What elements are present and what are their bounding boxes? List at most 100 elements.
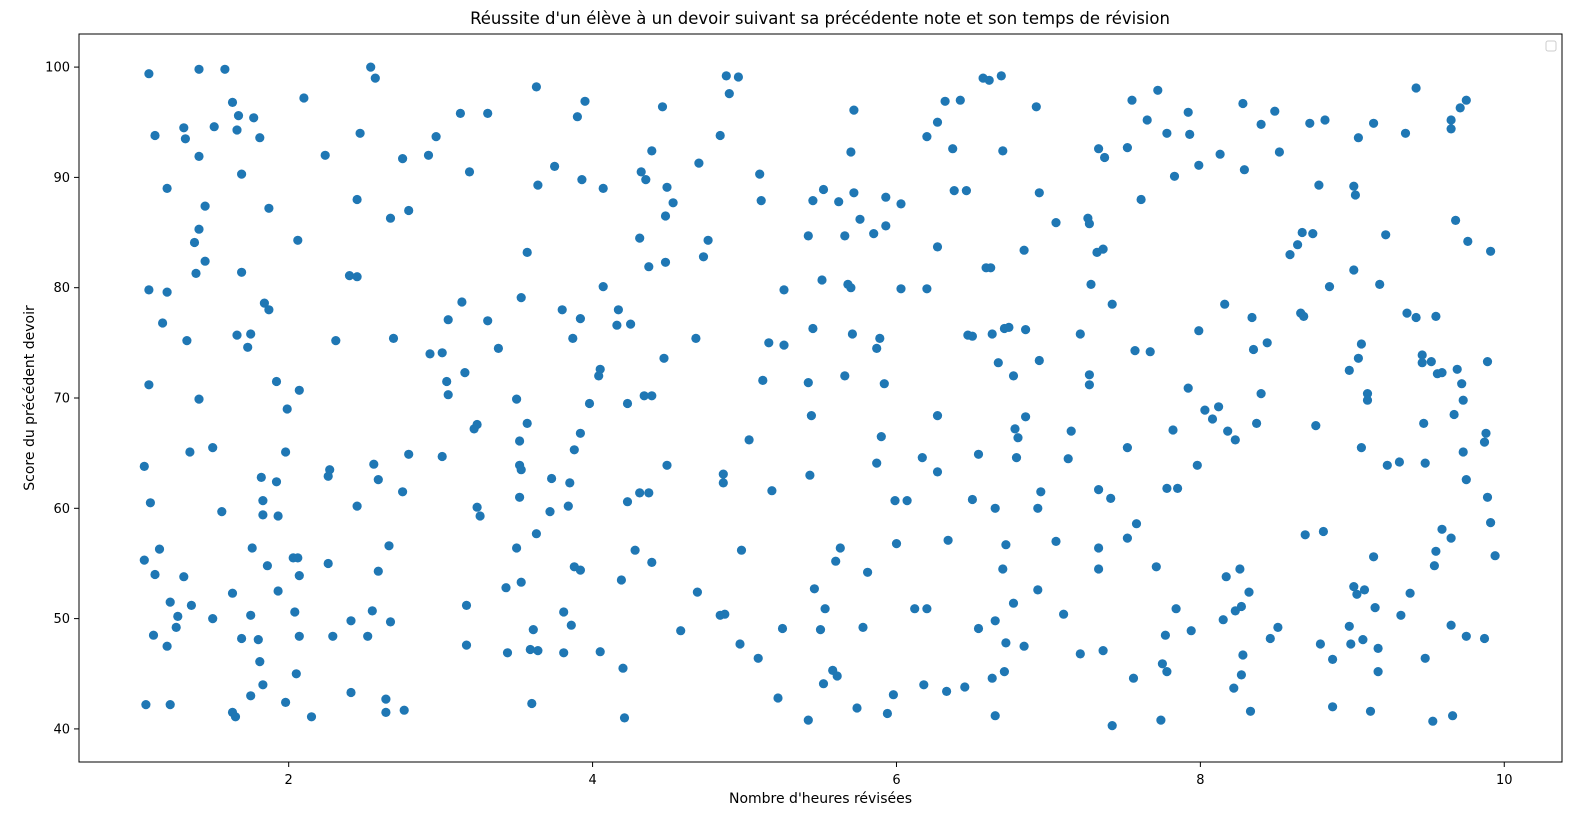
y-tick-label: 60 [53,502,70,517]
scatter-point [580,96,590,106]
scatter-point [1128,673,1139,683]
y-tick-label: 90 [53,171,70,186]
scatter-point [644,262,654,272]
scatter-point [352,194,362,205]
scatter-point [961,186,972,196]
scatter-point [917,453,927,463]
scatter-point [1349,582,1359,592]
scatter-point [483,316,493,326]
scatter-point [1008,598,1019,608]
scatter-point [1094,543,1104,553]
scatter-point [1236,601,1246,612]
scatter-point [863,567,873,577]
scatter-point [718,469,728,479]
scatter-point [398,487,408,497]
scatter-point [626,319,636,329]
scatter-point [232,330,242,340]
scatter-point [1402,308,1412,318]
scatter-point [528,625,538,635]
y-axis-ticks: 40 50 60 70 80 90 100 [45,61,79,737]
scatter-point [1318,526,1328,537]
scatter-point [1446,533,1456,543]
scatter-point [1013,433,1023,443]
scatter-point [1285,250,1295,260]
scatter-point [993,358,1003,368]
scatter-point [291,669,301,679]
scatter-point [882,708,893,719]
scatter-point [1145,347,1155,357]
scatter-point [264,203,274,213]
scatter-point [220,64,230,74]
scatter-point [659,353,669,363]
x-tick-label: 4 [588,773,596,788]
scatter-point [876,432,886,442]
scatter-point [493,343,503,353]
scatter-point [835,543,845,553]
scatter-point [1021,325,1031,335]
scatter-point [987,673,997,683]
scatter-point [1428,716,1438,726]
scatter-point [1107,299,1117,309]
scatter-point [1431,546,1441,556]
scatter-point [293,553,303,563]
scatter-point [1153,85,1163,95]
y-tick-label: 40 [53,722,70,737]
scatter-point [622,497,633,507]
scatter-point [525,644,535,655]
scatter-point [1200,405,1210,415]
x-tick-label: 2 [285,773,293,788]
scatter-point [948,144,958,154]
x-axis-ticks: 2 4 6 8 10 [285,762,1513,788]
scatter-point [1051,218,1061,228]
scatter-point [1300,530,1310,540]
chart-title: Réussite d'un élève à un devoir suivant … [470,9,1170,28]
scatter-point [1373,643,1383,654]
scatter-point [753,653,763,663]
scatter-point [973,623,984,634]
scatter-point [1449,409,1459,420]
scatter-point [1031,102,1041,112]
scatter-point [515,436,525,446]
scatter-point [1481,428,1491,438]
scatter-point [271,376,282,387]
scatter-point [1419,418,1429,428]
scatter-point [840,371,850,381]
scatter-point [545,507,555,517]
scatter-point [511,543,522,553]
scatter-point [984,75,994,85]
scatter-point [150,130,160,141]
scatter-point [443,390,453,400]
scatter-point [182,336,192,346]
scatter-point [820,604,830,614]
scatter-point [1446,115,1456,125]
scatter-point [1066,426,1076,436]
scatter-point [1122,533,1132,543]
scatter-point [1305,118,1315,128]
scatter-point [293,235,303,245]
scatter-point [373,566,383,576]
scatter-point [647,557,657,568]
scatter-point [616,575,627,585]
scatter-point [344,271,355,281]
scatter-point [1346,639,1356,649]
scatter-point [1075,649,1085,659]
scatter-point [575,314,586,324]
y-tick-label: 80 [53,281,70,296]
scatter-point [457,297,467,307]
scatter-point [243,342,253,352]
scatter-point [1349,181,1359,191]
scatter-point [437,451,447,462]
scatter-point [1344,621,1354,631]
scatter-point [1461,475,1471,485]
scatter-point [888,690,899,700]
scatter-point [256,472,266,482]
y-tick-label: 70 [53,392,70,407]
scatter-point [872,458,882,468]
scatter-point [998,564,1008,574]
scatter-point [247,543,257,553]
scatter-point [584,398,595,409]
scatter-point [1094,564,1104,574]
scatter-point [647,146,657,156]
scatter-point [779,340,789,350]
scatter-point [692,587,703,597]
